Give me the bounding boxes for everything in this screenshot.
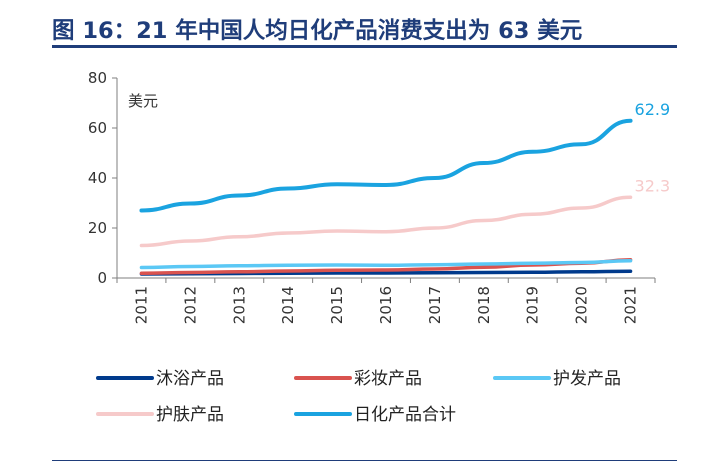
legend-label-4: 护肤产品 <box>156 405 224 425</box>
series-line-5 <box>139 118 633 213</box>
x-tick-label: 2018 <box>475 286 493 324</box>
x-tick-label: 2020 <box>573 286 591 324</box>
chart-lines <box>139 118 633 276</box>
x-tick-label: 2019 <box>524 286 542 324</box>
y-tick-label: 80 <box>88 69 107 87</box>
x-tick-label: 2016 <box>377 286 395 324</box>
chart-data-labels: 32.3 62.9 <box>635 100 671 196</box>
data-label-4: 32.3 <box>635 176 671 195</box>
x-tick-label: 2017 <box>426 286 444 324</box>
title-bar: 图 16：21 年中国人均日化产品消费支出为 63 美元 <box>52 10 677 48</box>
y-tick-label: 60 <box>88 119 107 137</box>
page-title: 图 16：21 年中国人均日化产品消费支出为 63 美元 <box>52 18 583 44</box>
legend-label-5: 日化产品合计 <box>354 405 456 425</box>
x-tick-label: 2011 <box>132 286 150 324</box>
x-tick-label: 2013 <box>230 286 248 324</box>
x-tick-label: 2015 <box>328 286 346 324</box>
y-tick-label: 40 <box>88 169 107 187</box>
title-underline <box>52 45 677 48</box>
legend-label-3: 护发产品 <box>553 369 621 389</box>
y-tick-label: 20 <box>88 219 107 237</box>
series-line-4 <box>139 195 633 248</box>
x-tick-label: 2012 <box>181 286 199 324</box>
y-axis-unit-label: 美元 <box>128 92 158 110</box>
series-line-3 <box>139 259 633 270</box>
bottom-divider <box>52 460 677 461</box>
chart-axes: 0 20 40 60 80 美元 2011 2012 2013 2014 2015 2016 2017 2… <box>88 69 656 324</box>
legend-label-1: 沐浴产品 <box>156 369 224 389</box>
x-tick-label: 2021 <box>622 286 640 324</box>
x-tick-label: 2014 <box>279 286 297 324</box>
legend-label-2: 彩妆产品 <box>354 369 422 389</box>
y-tick-label: 0 <box>97 269 107 287</box>
data-label-5: 62.9 <box>635 100 671 119</box>
